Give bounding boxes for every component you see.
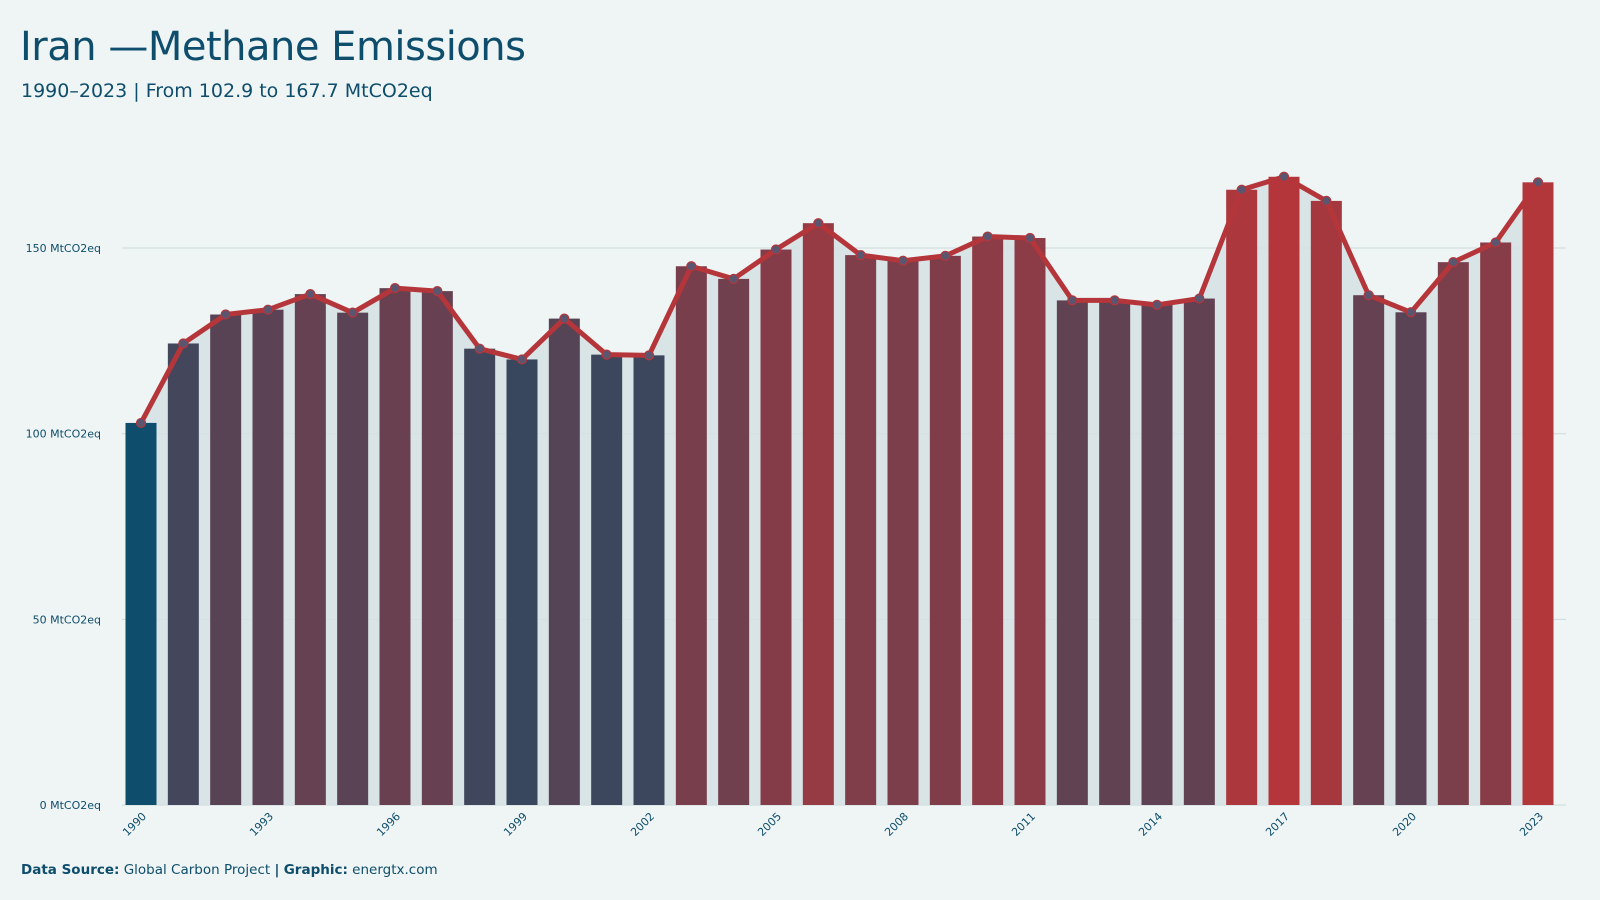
x-tick-label: 1999 [501,810,530,839]
point-2015 [1194,293,1205,304]
point-2000 [559,313,570,324]
graphic-label: Graphic: [283,862,348,878]
bar-2006 [802,223,834,805]
bar-2023 [1522,182,1554,805]
point-2011 [1024,232,1036,244]
bars [125,176,1554,806]
point-2012 [1067,295,1078,306]
data-points [135,171,1544,429]
bar-1997 [421,291,453,805]
point-1996 [389,283,401,294]
bar-2019 [1353,295,1385,805]
point-2006 [813,218,824,229]
x-tick-label: 2017 [1263,810,1292,839]
point-2002 [643,350,655,361]
point-1994 [305,288,316,300]
bar-1999 [506,359,538,805]
point-2021 [1448,257,1459,268]
bar-2012 [1056,300,1088,805]
y-tick-label: 50 MtCO2eq [33,613,101,626]
bar-2000 [548,318,580,805]
x-tick-label: 1996 [374,810,403,839]
footer-separator: | [274,862,280,878]
bar-2013 [1099,300,1131,805]
bar-2020 [1395,312,1427,805]
x-tick-label: 1990 [120,810,149,839]
point-1998 [474,343,485,354]
source-label: Data Source: [21,862,120,878]
bar-2021 [1437,262,1469,805]
bar-1994 [294,294,326,805]
bar-2003 [675,266,707,805]
bar-2001 [591,354,623,805]
point-2013 [1109,295,1120,306]
point-2016 [1236,184,1247,195]
bar-2004 [718,278,750,805]
source-value: Global Carbon Project [123,862,271,878]
bar-2018 [1310,200,1342,805]
x-tick-label: 2005 [755,810,784,839]
trend-line [138,174,1541,426]
bar-1991 [167,343,199,805]
chart-title: Iran —Methane Emissions [20,24,526,70]
x-tick-label: 2002 [628,810,657,839]
bar-2014 [1141,304,1173,805]
point-1991 [178,338,189,349]
point-2008 [897,255,909,266]
series-line [138,174,1541,426]
point-1995 [347,307,358,318]
point-2023 [1532,177,1544,188]
bar-2007 [845,255,877,805]
bar-2015 [1183,298,1215,805]
point-1992 [220,309,231,320]
x-tick-label: 2008 [882,810,911,839]
bar-2011 [1014,238,1046,805]
point-2001 [601,349,612,360]
x-axis-tick-labels: 1990 1993 1996 1999 2002 2005 2008 2011 2014 2017… [120,810,1546,839]
bar-1993 [252,309,284,805]
y-tick-label: 0 MtCO2eq [40,799,101,812]
point-2020 [1405,307,1417,318]
bar-1992 [210,314,242,805]
bar-2017 [1268,176,1300,806]
chart-subtitle: 1990–2023 | From 102.9 to 167.7 MtCO2eq [21,80,433,102]
y-axis-tick-labels: 0 MtCO2eq 50 MtCO2eq 100 MtCO2eq 150 MtCO2e… [26,242,101,812]
point-2018 [1321,195,1332,206]
bar-1990 [125,422,157,805]
point-2017 [1278,171,1290,182]
point-2022 [1490,237,1501,248]
point-1990 [135,417,147,429]
bar-2005 [760,249,792,805]
point-2019 [1363,290,1374,301]
point-2005 [770,244,782,255]
bar-1998 [464,348,496,805]
point-2007 [855,250,866,261]
point-2014 [1151,299,1163,310]
x-tick-label: 2023 [1517,810,1546,839]
bar-2002 [633,355,665,805]
x-tick-label: 2020 [1390,810,1419,839]
bar-1995 [337,312,369,805]
bar-2008 [887,260,919,805]
x-tick-label: 2011 [1009,810,1038,839]
point-2003 [686,261,697,272]
point-2009 [940,250,951,261]
point-2004 [728,273,739,284]
point-1999 [516,354,528,365]
chart-footer: Data Source: Global Carbon Project | Gra… [21,862,438,878]
bar-2010 [972,236,1004,806]
point-2010 [982,231,993,242]
bar-1996 [379,288,411,805]
bar-2009 [929,255,961,806]
point-1997 [432,286,443,297]
bar-2016 [1226,189,1258,805]
x-tick-label: 1993 [247,810,276,839]
point-1993 [262,304,274,315]
bar-2022 [1480,242,1512,806]
x-tick-label: 2014 [1136,810,1165,839]
graphic-value: energtx.com [352,862,438,878]
y-tick-label: 150 MtCO2eq [26,242,101,255]
y-tick-label: 100 MtCO2eq [26,428,101,441]
